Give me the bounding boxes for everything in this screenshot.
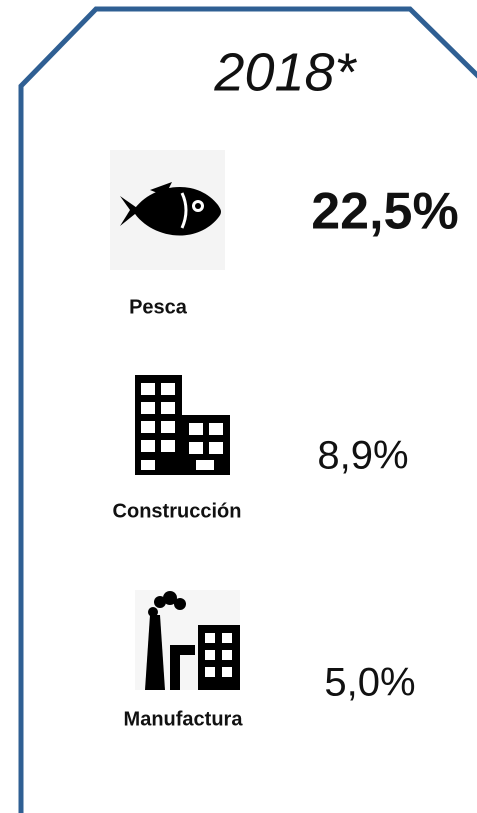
item-label: Pesca (129, 296, 188, 318)
item-value: 22,5% (311, 183, 458, 241)
frame (18, 6, 477, 813)
item-value: 8,9% (317, 434, 408, 478)
title: 2018* (213, 42, 357, 102)
fish-icon (110, 150, 225, 270)
item-label: Construcción (113, 500, 242, 522)
item-value: 5,0% (324, 661, 415, 705)
factory-icon (135, 590, 240, 690)
item-label: Manufactura (124, 708, 244, 730)
building-icon (135, 375, 230, 475)
